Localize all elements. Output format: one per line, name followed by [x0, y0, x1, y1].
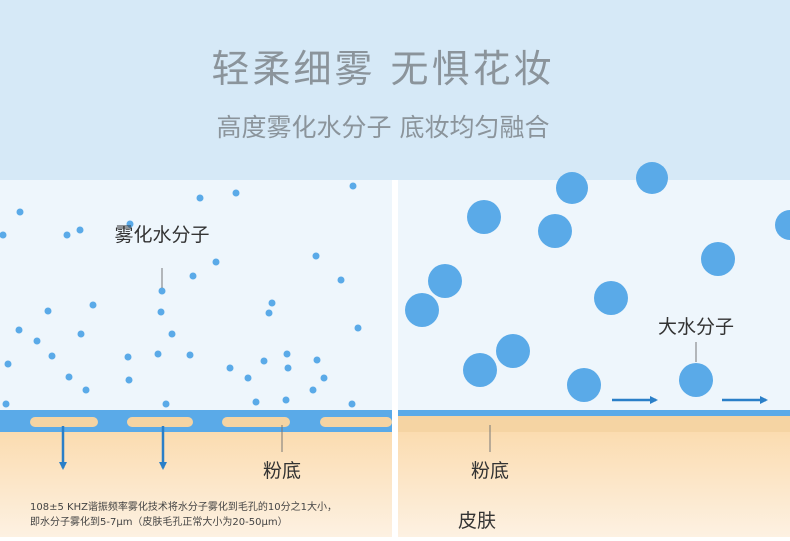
molecule-label: 雾化水分子	[114, 224, 209, 246]
left-panel	[0, 180, 392, 537]
right-panel	[398, 162, 790, 537]
molecule-label: 大水分子	[658, 316, 734, 338]
header-band	[0, 0, 790, 180]
skin-label: 皮肤	[458, 510, 496, 532]
note-line: 108±5 KHZ谐振频率雾化技术将水分子雾化到毛孔的10分之1大小，	[30, 500, 337, 513]
note-line: 即水分子雾化到5-7μm（皮肤毛孔正常大小为20-50μm）	[30, 515, 288, 528]
title: 轻柔细雾 无惧花妆	[211, 47, 554, 91]
subtitle: 高度雾化水分子 底妆均匀融合	[217, 113, 550, 142]
foundation-label: 粉底	[263, 460, 301, 482]
foundation-label: 粉底	[471, 460, 509, 482]
